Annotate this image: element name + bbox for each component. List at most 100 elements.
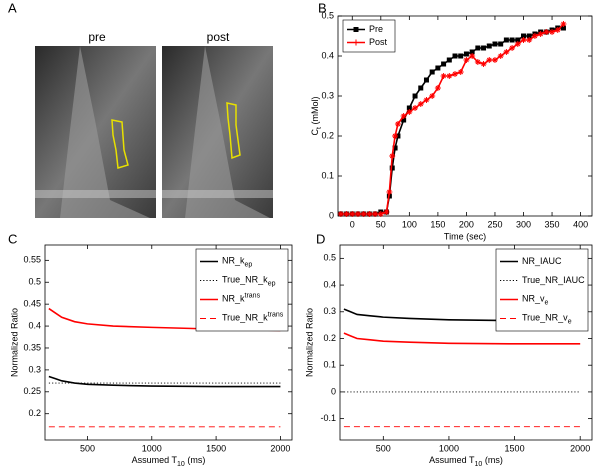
legend-label-part: NR_v <box>522 294 545 304</box>
marker <box>354 211 361 217</box>
legend-label-part: e <box>545 300 549 307</box>
marker <box>514 41 521 47</box>
marker <box>509 37 515 43</box>
y-axis-label-part: t <box>316 127 323 129</box>
marker <box>543 29 550 35</box>
marker <box>531 33 538 39</box>
y-axis-label-part: (mMol) <box>310 97 320 128</box>
x-tick-label: 200 <box>459 219 474 229</box>
x-tick-label: 500 <box>376 443 391 453</box>
x-axis-label: Assumed T10 (ms) <box>132 455 206 466</box>
marker <box>429 93 436 99</box>
marker <box>521 33 527 39</box>
legend-label-part: True_NR_k <box>222 275 268 285</box>
marker <box>349 211 356 217</box>
marker <box>526 33 532 39</box>
y-tick-label: 0.4 <box>321 50 334 60</box>
legend-label-part: True_NR_v <box>522 313 568 323</box>
marker <box>429 69 435 75</box>
x-tick-label: 500 <box>80 443 95 453</box>
marker <box>463 51 469 57</box>
y-tick-label: 0.3 <box>321 90 334 100</box>
marker <box>560 25 566 31</box>
x-tick-label: 2000 <box>570 443 590 453</box>
legend-label: NR_ve <box>522 294 549 307</box>
image-label: post <box>207 30 230 44</box>
marker <box>520 37 527 43</box>
panel-label: C <box>8 231 17 246</box>
marker <box>554 27 561 33</box>
marker <box>372 211 379 217</box>
y-tick-label: 0.2 <box>321 130 334 140</box>
x-axis-label-part: Assumed T <box>132 455 178 465</box>
x-axis-label-part: 10 <box>475 461 483 466</box>
legend-box <box>195 248 289 332</box>
y-tick-label: 0.5 <box>321 10 334 20</box>
x-tick-label: 350 <box>545 219 560 229</box>
x-axis-label-part: 10 <box>177 461 185 466</box>
marker <box>446 73 453 79</box>
marker <box>434 85 441 91</box>
y-tick-label: 0.3 <box>323 306 336 316</box>
legend-label-part: ep <box>245 262 253 269</box>
y-tick-label: 0.1 <box>321 170 334 180</box>
legend-label-part: NR_k <box>222 294 245 304</box>
x-tick-label: 1000 <box>439 443 459 453</box>
marker <box>360 211 367 217</box>
marker <box>406 105 412 111</box>
marker <box>452 71 459 77</box>
marker <box>412 105 419 111</box>
legend-label: True_NR_kep <box>222 275 276 288</box>
y-tick-label: 0.3 <box>28 364 41 374</box>
marker <box>401 117 407 123</box>
marker <box>386 189 393 195</box>
y-tick-label: 0.2 <box>28 408 41 418</box>
x-tick-label: 1000 <box>142 443 162 453</box>
marker <box>452 53 458 59</box>
legend-label: Pre <box>369 24 383 34</box>
image-pre <box>35 46 156 218</box>
y-tick-label: -0.1 <box>320 413 336 423</box>
marker <box>417 101 424 107</box>
legend-label-part: ep <box>268 281 276 288</box>
legend-label-part: trans <box>245 293 261 300</box>
marker <box>503 37 509 43</box>
marker <box>497 53 504 59</box>
marker <box>537 31 544 37</box>
marker <box>491 57 498 63</box>
marker <box>423 97 430 103</box>
image-label: pre <box>88 30 106 44</box>
marker <box>389 165 395 171</box>
marker <box>412 93 418 99</box>
series-line <box>48 307 281 332</box>
panel-label: D <box>316 231 325 246</box>
legend-marker <box>353 27 359 32</box>
legend-label-part: trans <box>268 312 284 319</box>
marker <box>383 209 390 215</box>
marker <box>441 61 447 67</box>
marker <box>343 211 350 217</box>
marker <box>418 85 424 91</box>
marker <box>406 109 413 115</box>
legend-label: NR_IAUC <box>522 256 562 266</box>
marker <box>337 211 344 217</box>
marker <box>509 45 516 51</box>
marker <box>423 77 429 83</box>
panel-label: A <box>8 0 17 15</box>
marker <box>481 45 487 51</box>
legend-box <box>495 248 589 332</box>
x-axis-label-part: (ms) <box>185 455 206 465</box>
marker <box>446 57 452 63</box>
marker <box>469 53 476 59</box>
x-tick-label: 300 <box>516 219 531 229</box>
legend-label: True_NR_ktrans <box>222 312 284 323</box>
x-tick-label: 2000 <box>270 443 290 453</box>
marker <box>469 49 475 55</box>
y-tick-label: 0.1 <box>323 360 336 370</box>
y-axis-label-part: C <box>310 128 320 135</box>
y-tick-label: 0.2 <box>323 333 336 343</box>
y-tick-label: 0.5 <box>323 253 336 263</box>
panel-label: B <box>318 0 327 15</box>
y-tick-label: 0 <box>329 210 334 220</box>
